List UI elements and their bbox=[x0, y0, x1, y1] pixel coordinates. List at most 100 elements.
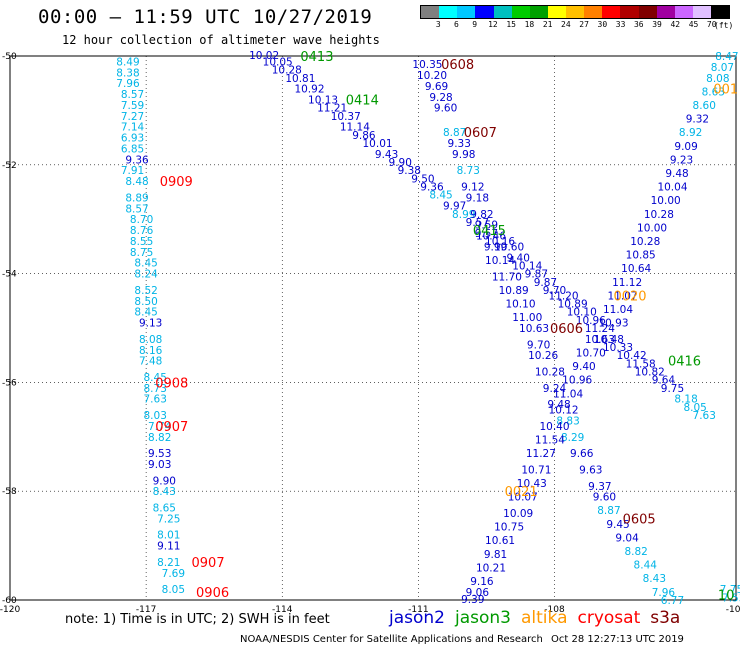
x-tick-label: -108 bbox=[544, 605, 565, 615]
wave-height-value: 9.70 bbox=[543, 285, 566, 297]
pass-time-label: 0607 bbox=[464, 126, 497, 141]
pass-time-label: 0605 bbox=[623, 512, 656, 527]
wave-height-value: 7.91 bbox=[121, 165, 144, 177]
wave-height-value: 9.87 bbox=[525, 269, 548, 281]
wave-height-value: 8.05 bbox=[162, 584, 185, 596]
pass-time-label: 10 bbox=[718, 589, 735, 604]
pass-time-label: 0907 bbox=[155, 420, 188, 435]
y-tick-label: -58 bbox=[2, 487, 17, 497]
pass-time-label: 0906 bbox=[196, 586, 229, 601]
wave-height-value: 9.99 bbox=[484, 241, 507, 253]
wave-height-value: 9.36 bbox=[420, 182, 444, 194]
wave-height-value: 9.48 bbox=[665, 168, 688, 180]
wave-height-value: 10.28 bbox=[630, 236, 660, 248]
wave-height-value: 9.11 bbox=[157, 541, 180, 553]
pass-time-label: 0021 bbox=[505, 485, 538, 500]
wave-height-value: 10.82 bbox=[635, 367, 665, 379]
color-scale-swatch bbox=[692, 6, 711, 18]
wave-height-value: 7.63 bbox=[693, 410, 716, 422]
wave-height-value: 9.97 bbox=[443, 201, 466, 213]
color-scale-tick-label: 3 bbox=[435, 20, 441, 29]
wave-height-value: 9.57 bbox=[475, 228, 498, 240]
wave-height-value: 10.00 bbox=[637, 222, 667, 234]
wave-height-value: 10.12 bbox=[549, 405, 579, 417]
wave-height-value: 10.40 bbox=[539, 421, 569, 433]
wave-height-value: 7.96 bbox=[116, 78, 140, 90]
x-tick-label: -111 bbox=[408, 605, 428, 615]
satellite-legend-cryosat: cryosat bbox=[577, 608, 641, 628]
wave-height-value: 9.37 bbox=[588, 481, 611, 493]
wave-height-value: 7.96 bbox=[652, 587, 676, 599]
y-tick-label: -60 bbox=[2, 596, 17, 606]
wave-height-value: 7.48 bbox=[139, 356, 162, 368]
wave-height-value: 9.48 bbox=[547, 399, 570, 411]
wave-height-value: 8.45 bbox=[134, 258, 157, 270]
color-scale-tick-label: 33 bbox=[615, 20, 626, 29]
color-scale-unit: (ft) bbox=[714, 21, 734, 30]
satellite-legend: jason2 jason3 altika cryosat s3a bbox=[389, 608, 690, 628]
wave-height-value: 11.20 bbox=[549, 290, 579, 302]
wave-height-value: 8.29 bbox=[561, 432, 584, 444]
wave-height-value: 10.10 bbox=[567, 307, 597, 319]
wave-height-value: 9.90 bbox=[389, 157, 412, 169]
wave-height-value: 10.07 bbox=[508, 492, 538, 504]
wave-height-value: 9.90 bbox=[153, 475, 176, 487]
wave-height-value: 11.04 bbox=[603, 304, 633, 316]
wave-height-value: 8.03 bbox=[144, 410, 167, 422]
wave-height-value: 10.63 bbox=[519, 323, 549, 335]
wave-height-value: 9.38 bbox=[398, 165, 421, 177]
wave-height-value: 9.69 bbox=[425, 81, 448, 93]
pass-time-label: 0907 bbox=[192, 556, 225, 571]
color-scale-swatch bbox=[511, 6, 530, 18]
pass-time-label: 0413 bbox=[300, 50, 333, 65]
wave-height-value: 10.00 bbox=[651, 195, 681, 207]
satellite-legend-jason2: jason2 bbox=[389, 608, 445, 628]
wave-height-value: 8.48 bbox=[125, 176, 148, 188]
wave-height-value: 8.99 bbox=[452, 209, 475, 221]
color-scale-swatch bbox=[656, 6, 675, 18]
color-scale-swatch bbox=[439, 6, 458, 18]
pass-time-label: 0416 bbox=[668, 355, 701, 370]
wave-height-value: 9.12 bbox=[461, 182, 484, 194]
wave-height-value: 10.61 bbox=[485, 535, 515, 547]
pass-time-label: 0414 bbox=[346, 94, 379, 109]
color-scale-tick-label: 12 bbox=[488, 20, 498, 29]
color-scale-tick-label: 18 bbox=[524, 20, 535, 29]
wave-height-value: 10.42 bbox=[617, 350, 647, 362]
y-tick-label: -50 bbox=[2, 52, 17, 62]
wave-height-value: 6.77 bbox=[661, 595, 684, 607]
color-scale-swatch bbox=[711, 6, 730, 18]
color-scale-tick-label: 70 bbox=[706, 20, 717, 29]
wave-height-value: 10.60 bbox=[494, 241, 524, 253]
wave-height-value: 8.07 bbox=[711, 62, 734, 74]
wave-height-value: 8.82 bbox=[624, 546, 647, 558]
satellite-legend-altika: altika bbox=[521, 608, 568, 628]
wave-height-value: 9.81 bbox=[484, 549, 507, 561]
wave-height-value: 8.47 bbox=[715, 51, 738, 63]
wave-height-value: 9.13 bbox=[139, 318, 162, 330]
wave-height-color-scale bbox=[420, 5, 730, 19]
wave-height-value: 10.21 bbox=[476, 562, 506, 574]
wave-height-value: 9.09 bbox=[674, 141, 697, 153]
wave-height-value: 9.64 bbox=[652, 375, 676, 387]
wave-height-value: 9.04 bbox=[615, 532, 639, 544]
color-scale-swatch bbox=[602, 6, 621, 18]
color-scale-swatch bbox=[638, 6, 657, 18]
wave-height-value: 7.69 bbox=[162, 568, 185, 580]
wave-height-value: 9.63 bbox=[579, 464, 602, 476]
wave-height-value: 11.58 bbox=[626, 358, 656, 370]
page-title: 00:00 – 11:59 UTC 10/27/2019 bbox=[38, 6, 373, 28]
wave-height-value: 8.08 bbox=[706, 73, 729, 85]
y-tick-label: -56 bbox=[2, 378, 17, 388]
wave-height-value: 7.75 bbox=[720, 584, 740, 596]
wave-height-value: 11.27 bbox=[526, 448, 556, 460]
wave-height-value: 8.83 bbox=[556, 415, 579, 427]
color-scale-tick-label: 9 bbox=[472, 20, 478, 29]
color-scale-swatch bbox=[475, 6, 494, 18]
wave-height-value: 8.92 bbox=[679, 127, 702, 139]
wave-height-value: 9.23 bbox=[670, 154, 693, 166]
color-scale-swatch bbox=[674, 6, 693, 18]
wave-height-value: 8.45 bbox=[144, 372, 167, 384]
wave-height-value: 6.85 bbox=[121, 143, 144, 155]
